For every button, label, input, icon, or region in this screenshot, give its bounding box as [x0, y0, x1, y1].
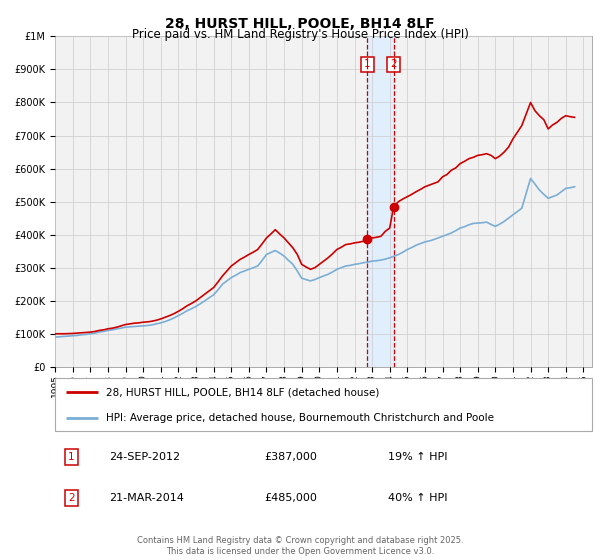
Text: 2: 2	[68, 493, 74, 503]
Text: Contains HM Land Registry data © Crown copyright and database right 2025.
This d: Contains HM Land Registry data © Crown c…	[137, 536, 463, 556]
Text: 1: 1	[364, 59, 371, 69]
Text: 28, HURST HILL, POOLE, BH14 8LF (detached house): 28, HURST HILL, POOLE, BH14 8LF (detache…	[106, 388, 380, 398]
Bar	[367, 36, 394, 367]
Text: 21-MAR-2014: 21-MAR-2014	[109, 493, 184, 503]
Text: 28, HURST HILL, POOLE, BH14 8LF: 28, HURST HILL, POOLE, BH14 8LF	[165, 17, 435, 31]
Text: 1: 1	[68, 452, 74, 462]
Text: £387,000: £387,000	[265, 452, 317, 462]
Text: £485,000: £485,000	[265, 493, 317, 503]
Text: 19% ↑ HPI: 19% ↑ HPI	[388, 452, 448, 462]
Text: 40% ↑ HPI: 40% ↑ HPI	[388, 493, 448, 503]
Text: 2: 2	[390, 59, 397, 69]
Text: HPI: Average price, detached house, Bournemouth Christchurch and Poole: HPI: Average price, detached house, Bour…	[106, 413, 494, 423]
FancyBboxPatch shape	[55, 378, 592, 431]
Text: Price paid vs. HM Land Registry's House Price Index (HPI): Price paid vs. HM Land Registry's House …	[131, 28, 469, 41]
Text: 24-SEP-2012: 24-SEP-2012	[109, 452, 180, 462]
